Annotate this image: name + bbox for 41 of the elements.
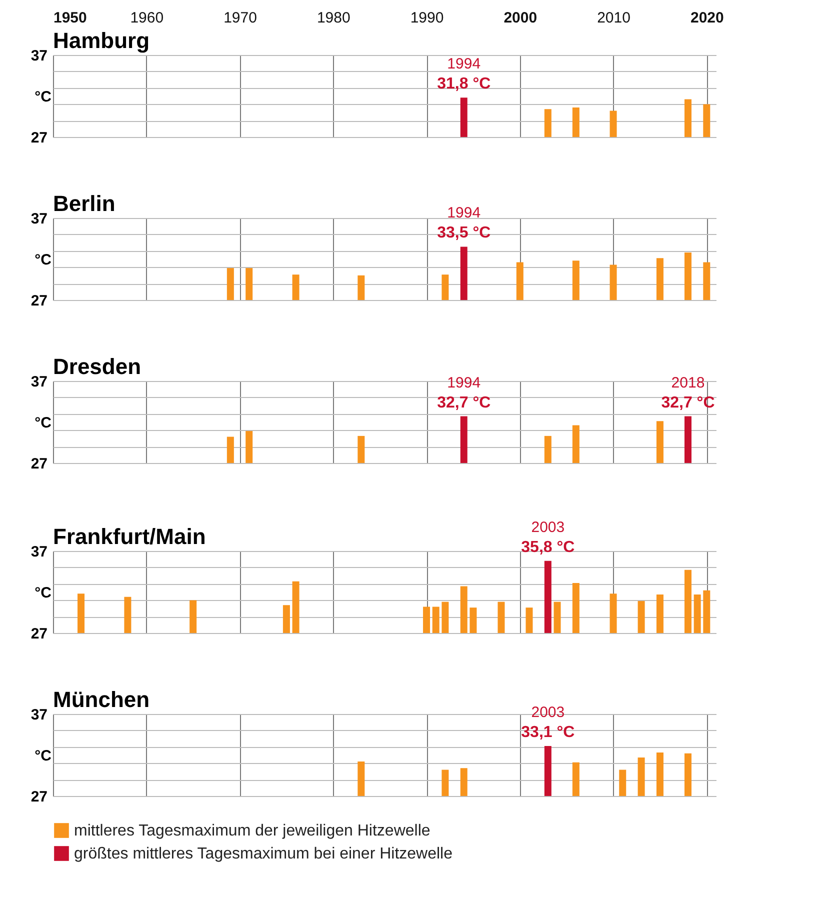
annotation: 2003 (531, 704, 565, 721)
y-axis-title: °C (34, 88, 52, 106)
y-tick-label: 27 (30, 130, 48, 146)
y-tick-label: 37 (30, 544, 48, 560)
annotation: 2003 (531, 518, 565, 536)
legend-label: mittleres Tagesmaximum der jeweiligen Hitzewelle (74, 822, 430, 840)
annotation: 1994 (447, 56, 481, 73)
chart-title: Dresden (53, 354, 142, 379)
x-tick-label: 1970 (224, 10, 257, 26)
annotation: 1994 (447, 204, 481, 222)
x-tick-label: 2010 (597, 10, 630, 26)
data-label: 33,5 °C (437, 224, 492, 242)
y-axis-title: °C (34, 748, 52, 764)
chart-title: Hamburg (53, 28, 150, 53)
x-tick-label: 1980 (316, 10, 350, 26)
y-axis-title: °C (34, 584, 52, 602)
y-tick-label: 37 (30, 210, 48, 228)
chart-title: Frankfurt/Main (53, 524, 206, 549)
y-axis-title: °C (34, 414, 52, 432)
x-tick-label: 1990 (410, 10, 444, 26)
y-tick-label: 27 (30, 788, 48, 806)
x-tick-label: 2020 (690, 10, 724, 26)
y-tick-label: 37 (30, 706, 48, 724)
data-label: 31,8 °C (437, 76, 492, 93)
y-axis-title: °C (34, 252, 52, 268)
x-tick-label: 1950 (54, 10, 87, 26)
legend-label: größtes mittleres Tagesmaximum bei einer Hitzewelle (74, 846, 453, 862)
y-tick-label: 37 (30, 48, 48, 64)
data-label: 33,1 °C (521, 724, 576, 741)
x-tick-label: 1960 (130, 10, 164, 26)
y-tick-label: 27 (30, 292, 48, 310)
annotation: 2018 (671, 374, 705, 392)
data-label: 35,8 °C (521, 538, 576, 556)
data-label: 32,7 °C (437, 394, 492, 412)
y-tick-label: 27 (30, 626, 48, 642)
chart-title: München (53, 687, 150, 712)
chart-title: Berlin (53, 191, 116, 216)
x-tick-label: 2000 (504, 10, 538, 26)
y-tick-label: 37 (30, 374, 48, 390)
y-tick-label: 27 (30, 456, 48, 472)
annotation: 1994 (447, 374, 481, 392)
